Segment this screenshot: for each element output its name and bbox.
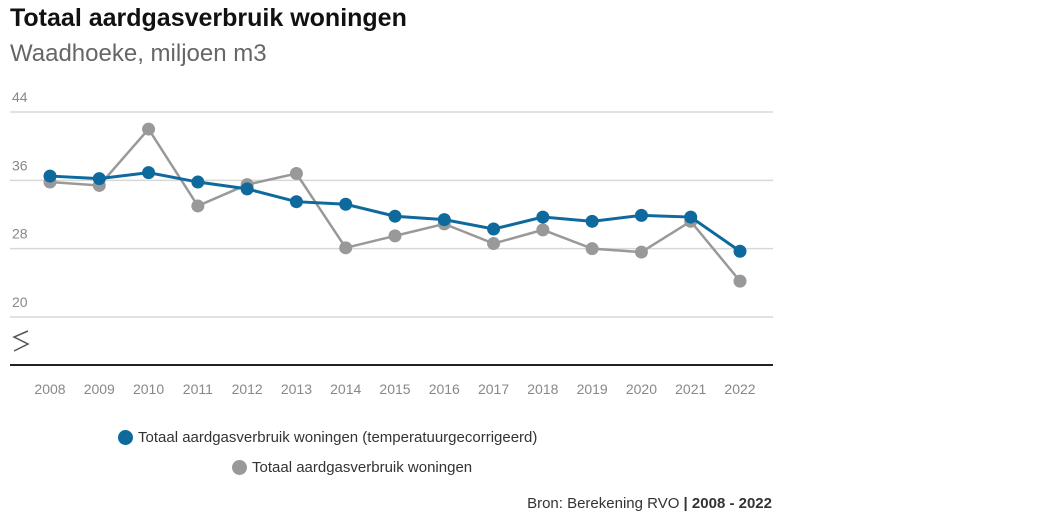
chart-title: Totaal aardgasverbruik woningen	[10, 4, 407, 32]
legend-item-corrected: Totaal aardgasverbruik woningen (tempera…	[118, 429, 537, 446]
data-point-0	[684, 210, 698, 224]
x-tick-label: 2018	[527, 381, 558, 397]
data-point-0	[339, 197, 353, 211]
data-point-0	[536, 210, 550, 224]
data-point-0	[191, 175, 205, 189]
source-note: Bron: Berekening RVO | 2008 - 2022	[527, 495, 772, 512]
data-point-1	[191, 199, 205, 213]
data-point-0	[240, 182, 254, 196]
data-point-0	[733, 244, 747, 258]
legend-label: Totaal aardgasverbruik woningen (tempera…	[138, 429, 538, 446]
x-tick-label: 2015	[379, 381, 410, 397]
chart-subtitle: Waadhoeke, miljoen m3	[10, 40, 267, 67]
data-point-1	[634, 245, 648, 259]
y-tick-label: 28	[12, 226, 28, 242]
data-point-1	[142, 122, 156, 136]
x-tick-label: 2012	[232, 381, 263, 397]
data-point-0	[142, 166, 156, 180]
data-point-0	[634, 208, 648, 222]
x-tick-label: 2020	[626, 381, 657, 397]
data-point-1	[339, 241, 353, 255]
x-tick-label: 2013	[281, 381, 312, 397]
source-label: Bron: Berekening RVO	[527, 495, 680, 512]
x-tick-label: 2022	[724, 381, 755, 397]
x-tick-label: 2014	[330, 381, 361, 397]
data-point-1	[585, 242, 599, 256]
data-point-0	[388, 209, 402, 223]
x-tick-label: 2010	[133, 381, 164, 397]
data-point-0	[43, 169, 57, 183]
x-tick-label: 2017	[478, 381, 509, 397]
series-line-1	[49, 127, 741, 282]
axis-break-icon	[12, 330, 30, 352]
data-point-0	[92, 172, 106, 186]
legend-label: Totaal aardgasverbruik woningen	[252, 459, 473, 476]
source-range: 2008 - 2022	[691, 495, 772, 512]
x-tick-label: 2009	[84, 381, 115, 397]
data-point-0	[585, 214, 599, 228]
data-point-1	[289, 167, 303, 180]
y-tick-label: 44	[12, 89, 28, 105]
y-tick-label: 20	[12, 294, 28, 310]
legend-marker-blue	[118, 430, 133, 445]
x-tick-label: 2011	[183, 381, 213, 397]
legend-item-total: Totaal aardgasverbruik woningen	[232, 459, 472, 476]
data-point-1	[388, 229, 402, 243]
data-point-1	[536, 223, 550, 237]
x-tick-label: 2021	[675, 381, 706, 397]
x-tick-label: 2008	[34, 381, 65, 397]
y-tick-label: 36	[12, 157, 28, 173]
x-tick-label: 2019	[577, 381, 608, 397]
data-point-1	[487, 237, 501, 251]
data-point-0	[437, 213, 451, 227]
legend-marker-gray	[232, 460, 247, 475]
data-point-0	[289, 195, 303, 209]
data-point-1	[733, 274, 747, 288]
data-point-0	[487, 222, 501, 236]
x-tick-label: 2016	[429, 381, 460, 397]
